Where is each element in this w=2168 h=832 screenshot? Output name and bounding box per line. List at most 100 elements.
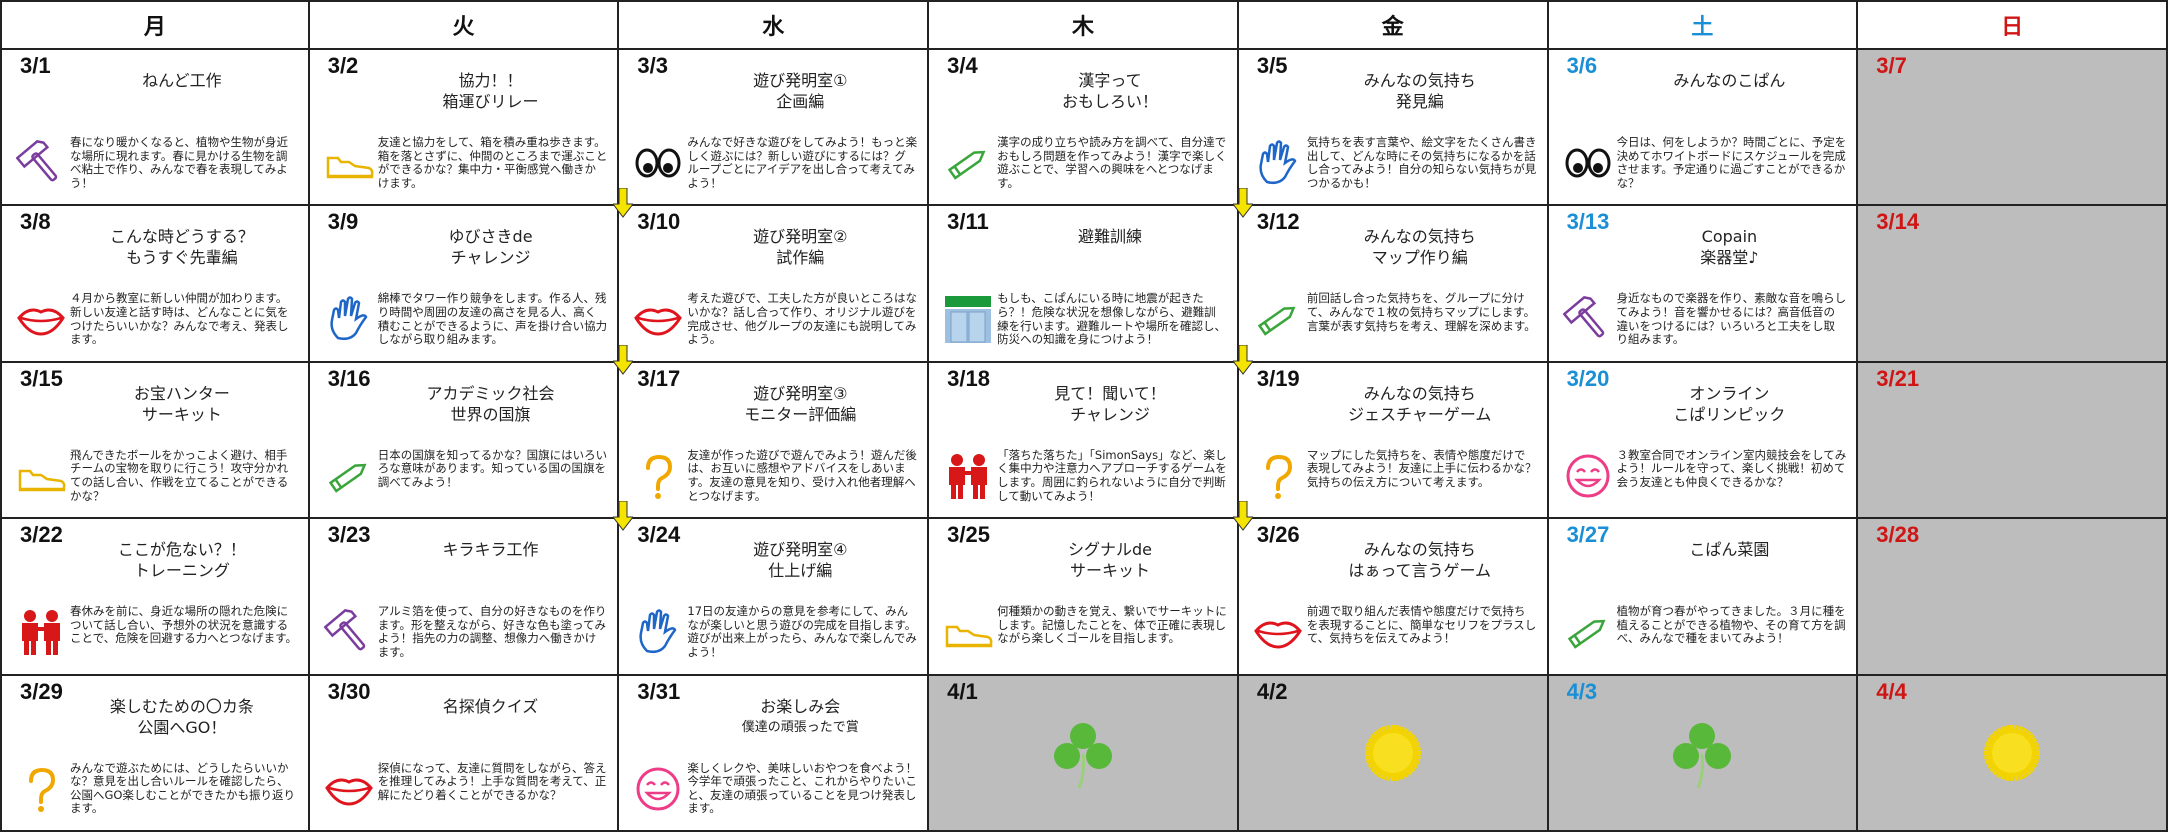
description: 気持ちを表す言葉や、絵文字をたくさん書き出して、どんな時にその気持ちになるかを話… <box>1306 135 1537 190</box>
day-cell: 4/1 <box>929 675 1239 832</box>
icon-part <box>326 156 374 179</box>
icon-part <box>334 478 342 489</box>
icon-part <box>1265 454 1292 499</box>
title-line: お宝ハンター <box>133 383 230 403</box>
description: 探偵になって、友達に質問をしながら、答えを推理してみよう！上手な質問を考えて、正… <box>377 760 607 802</box>
day-header: 日 <box>1858 0 2168 50</box>
title-line: シグナルde <box>1067 540 1152 560</box>
title: 遊び発明室① 企画編 <box>679 70 921 112</box>
date: 3/30 <box>327 678 371 704</box>
icon-part <box>945 625 993 648</box>
date: 3/3 <box>637 53 669 78</box>
icon-part <box>29 767 56 804</box>
icon-part <box>31 641 36 656</box>
description: 何種類かの動きを覚え、繋いでサーキットにします。記憶したことを、体で正確に表現し… <box>997 604 1227 646</box>
day-cell: 3/25 シグナルde サーキット 何種類かの動きを覚え、繋いでサーキットにします。記… <box>929 519 1239 676</box>
subtitle: 僕達の頑張ったで賞 <box>741 719 859 735</box>
date: 4/4 <box>1876 678 1907 704</box>
day-cell: 3/27 こぱん菜園 植物が育つ春がやってきました。３月に種を植えることができる植物… <box>1548 519 1859 676</box>
title-line: 協力！！ <box>458 71 523 90</box>
description: 身近なもので楽器を作り、素敵な音を鳴らしてみよう！音を響かせるには？高音低音の違… <box>1616 291 1847 347</box>
date: 3/18 <box>947 365 990 391</box>
title-line: キラキラ工作 <box>442 540 539 560</box>
description: 友達が作った遊びで遊んでみよう！遊んだ後は、お互いに感想やアドバイスをしあいます… <box>687 447 917 503</box>
date: 3/24 <box>637 522 681 548</box>
icon-part <box>958 484 964 499</box>
icon-part <box>971 466 988 485</box>
day-cell: 3/9 ゆびさきde チャレンジ 綿棒でタワー作り競争をします。作る人、残り時間や周囲… <box>309 206 620 363</box>
day-cell: 3/28 <box>1858 519 2168 676</box>
icon-part <box>646 454 673 499</box>
title-line: ゆびさきde <box>448 227 533 247</box>
icon-part <box>1562 296 1604 338</box>
title-line: 遊び発明室② <box>753 227 848 247</box>
icon-part <box>949 453 988 499</box>
arrow <box>1231 187 1254 219</box>
description: 友達と協力をして、箱を積み重ね歩きます。箱を落とさずに、仲間のところまで運ぶこと… <box>377 135 608 190</box>
icon-part <box>46 610 58 623</box>
icon-part <box>1053 742 1080 769</box>
title-line: こぱリンピック <box>1673 404 1786 424</box>
icon-part <box>1053 722 1112 769</box>
title-line: みんなの気持ち <box>1363 383 1476 403</box>
icon-part <box>1053 722 1112 789</box>
date: 3/10 <box>637 209 681 235</box>
date: 3/19 <box>1256 365 1300 391</box>
title-line: チャレンジ <box>450 248 531 268</box>
date: 3/31 <box>637 678 681 704</box>
icon <box>16 294 66 344</box>
title-line: マップ作り編 <box>1371 248 1468 268</box>
day-header: 月 <box>0 0 310 50</box>
icon <box>633 138 683 188</box>
icon <box>1562 294 1613 344</box>
title-line: 遊び発明室① <box>753 71 848 90</box>
title-line: 見て！聞いて！ <box>1054 383 1166 403</box>
title: アカデミック社会 世界の国旗 <box>370 383 612 425</box>
description: 日本の国旗を知ってるかな？国旗にはいろいろな意味があります。知っている国の国旗を… <box>377 447 608 489</box>
day-cell: 4/4 <box>1858 675 2168 832</box>
date: 3/23 <box>327 522 371 548</box>
icon-part <box>1575 468 1600 473</box>
description: 今日は、何をしようか？時間ごとに、予定を決めてホワイトボードにスケジュールを完成… <box>1616 135 1847 190</box>
title: みんなの気持ち ジェスチャーゲーム <box>1299 383 1541 425</box>
icon-part <box>634 308 683 336</box>
title: みんなの気持ち はぁって言うゲーム <box>1299 539 1541 581</box>
icon-part <box>1257 307 1296 337</box>
icon-part <box>638 317 679 323</box>
icon <box>943 451 993 501</box>
icon-part <box>953 165 962 176</box>
icon-part <box>38 805 44 812</box>
icon-part <box>1263 322 1272 332</box>
title: お宝ハンター サーキット <box>62 383 302 425</box>
icon-part <box>963 470 974 475</box>
date: 3/8 <box>20 209 51 235</box>
date: 3/25 <box>947 522 990 548</box>
title-line: オンライン <box>1689 383 1770 403</box>
date: 3/29 <box>20 678 63 704</box>
icon-part <box>1231 187 1254 219</box>
icon <box>1253 138 1303 188</box>
icon-part <box>1259 140 1297 185</box>
icon-part <box>36 627 46 632</box>
icon-part <box>330 296 368 341</box>
icon-part <box>951 484 957 499</box>
icon <box>633 451 683 501</box>
icon-part <box>947 150 986 180</box>
day-header: 火 <box>309 0 620 50</box>
title-line: 世界の国旗 <box>450 404 531 424</box>
icon-part <box>951 453 964 466</box>
title: こぱん菜園 <box>1609 539 1851 560</box>
icon-part <box>1572 163 1583 173</box>
day-cell: 3/31 お楽しみ会 僕達の頑張ったで賞 楽しくレクや、美味しいおやつを食べよう！今学… <box>619 675 930 832</box>
icon-part <box>1077 753 1085 789</box>
icon <box>1563 138 1613 188</box>
icon-part <box>1253 621 1302 649</box>
title: 漢字って おもしろい！ <box>989 70 1231 112</box>
day-cell: 3/7 <box>1858 50 2168 207</box>
icon-part <box>53 641 58 656</box>
date: 3/14 <box>1876 209 1920 235</box>
date: 3/5 <box>1256 53 1288 78</box>
icon-part <box>1984 724 2041 781</box>
icon-part <box>323 609 357 638</box>
day-cell: 3/1 ねんど工作 春になり暖かくなると、植物や生物が身近な場所に現れます。春に見か… <box>0 50 310 207</box>
